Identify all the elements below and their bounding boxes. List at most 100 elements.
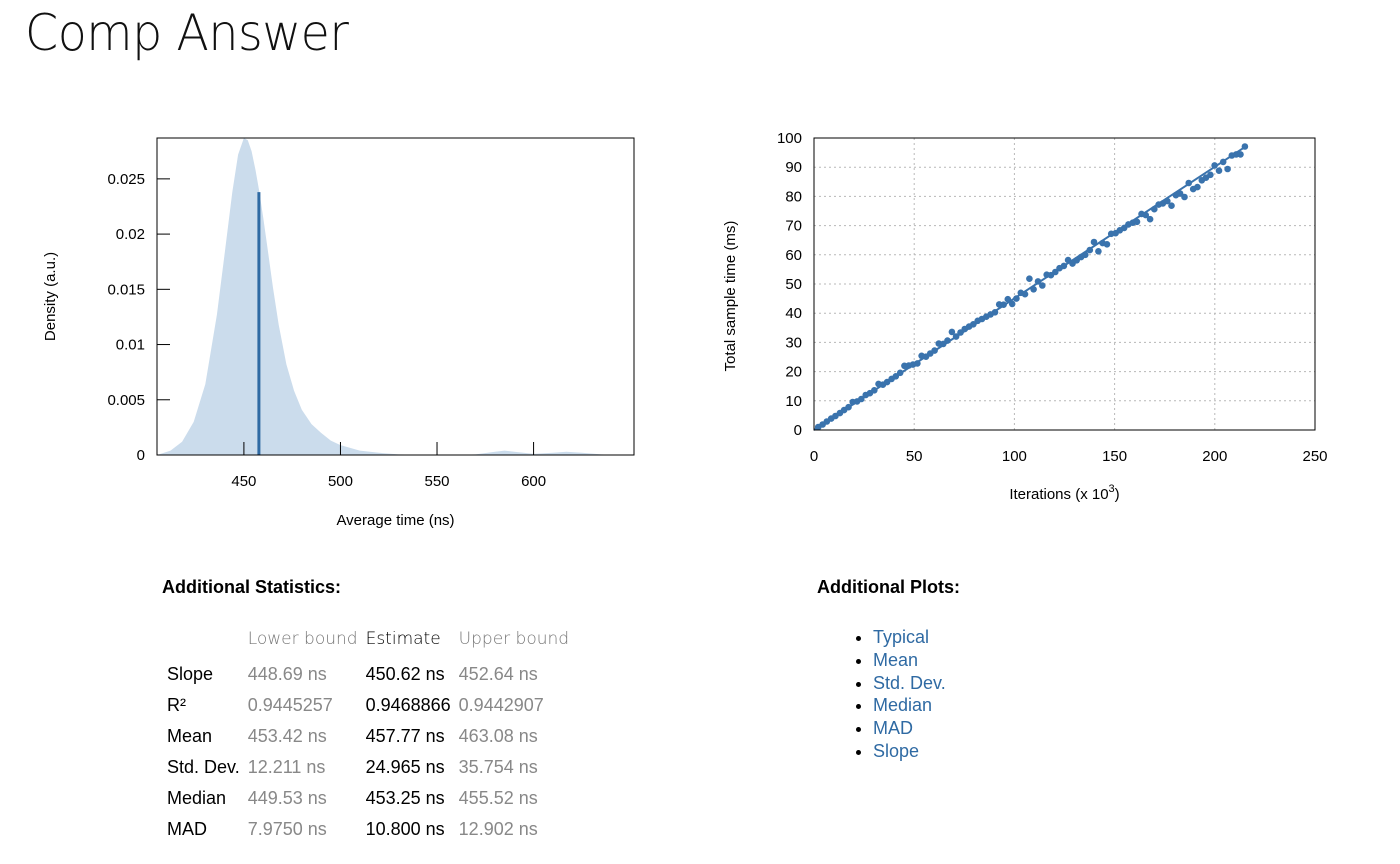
data-point (1146, 215, 1154, 223)
data-point (1090, 238, 1098, 246)
data-point (1207, 171, 1214, 179)
statistics-table: Lower bound Estimate Upper bound Slope 44… (162, 627, 577, 845)
y-axis-label: Total sample time (ms) (722, 221, 739, 372)
statistic-name: Median (167, 788, 227, 808)
data-point (1082, 251, 1089, 259)
data-point (892, 373, 900, 380)
upper-bound-value: 12.902 ns (458, 819, 538, 839)
additional-statistics-heading: Additional Statistics: (162, 577, 342, 597)
y-tick-label: 60 (785, 247, 802, 264)
list-item: MAD (873, 717, 946, 740)
lower-bound-value: 448.69 ns (247, 664, 327, 684)
pdf-density-chart: 0 0.005 0.01 0.015 0.02 0.025 450 500 550 600 Aver… (42, 137, 635, 529)
data-point (1064, 256, 1072, 264)
lower-bound-value: 0.9445257 (247, 695, 333, 715)
y-tick-label: 20 (785, 364, 802, 381)
plot-frame (156, 137, 635, 456)
data-point (1095, 248, 1102, 255)
y-tick-label: 0.015 (107, 281, 145, 298)
x-tick-label: 0 (810, 448, 818, 465)
data-point (1004, 295, 1012, 303)
table-row: MAD 7.9750 ns 10.800 ns 12.902 ns (162, 814, 577, 845)
estimate-value: 24.965 ns (365, 757, 445, 777)
regression-line (813, 146, 1246, 431)
data-point (1086, 246, 1094, 254)
y-tick-label: 0.005 (107, 392, 145, 409)
data-point (1237, 151, 1244, 158)
y-tick-label: 50 (785, 276, 802, 293)
data-point (1000, 301, 1007, 308)
y-tick-label: 0 (137, 447, 145, 464)
data-point (845, 403, 852, 411)
list-item: Typical (873, 626, 946, 649)
plot-link-slope[interactable]: Slope (873, 740, 920, 761)
x-tick-label: 150 (1102, 448, 1127, 465)
list-item: Mean (873, 649, 946, 672)
x-axis-label: Average time (ns) (336, 512, 454, 529)
table-row: R² 0.9445257 0.9468866 0.9442907 (162, 690, 577, 721)
data-point (1151, 205, 1158, 213)
x-axis-label: Iterations (x 103) (1009, 483, 1119, 503)
data-point (858, 395, 865, 403)
additional-plots-list: TypicalMeanStd. Dev.MedianMADSlope (855, 626, 946, 763)
additional-plots-heading: Additional Plots: (817, 577, 960, 597)
plot-link-std-dev[interactable]: Std. Dev. (873, 672, 946, 693)
x-tick-label: 200 (1202, 448, 1227, 465)
data-point (952, 333, 960, 340)
list-item: Std. Dev. (873, 672, 946, 695)
plot-link-mean[interactable]: Mean (873, 649, 919, 670)
data-point (1168, 202, 1175, 209)
x-tick-label: 50 (906, 448, 923, 465)
x-tick-label: 100 (1002, 448, 1027, 465)
x-tick-label: 250 (1302, 448, 1327, 465)
upper-bound-value: 35.754 ns (458, 757, 538, 777)
data-point (1185, 179, 1192, 187)
data-point (1224, 165, 1231, 173)
regression-scatter-chart: 0 10 20 30 40 50 60 70 80 90 100 0 50 100 150 200 250 Ite… (722, 130, 1328, 503)
statistic-name: MAD (167, 819, 207, 839)
data-point (970, 321, 977, 328)
list-item: Slope (873, 740, 946, 763)
data-point (1241, 143, 1249, 150)
data-point (914, 360, 921, 367)
data-point (1133, 218, 1141, 226)
data-point (896, 369, 904, 377)
data-point (1215, 167, 1223, 174)
table-row: Median 449.53 ns 453.25 ns 455.52 ns (162, 783, 577, 814)
y-tick-label: 10 (785, 393, 802, 410)
data-point (1013, 295, 1020, 302)
data-point (1142, 211, 1149, 219)
estimate-value: 0.9468866 (365, 695, 451, 715)
data-point (991, 309, 999, 316)
data-point (1026, 275, 1033, 282)
x-tick-label: 550 (425, 473, 450, 490)
data-point (1176, 190, 1184, 197)
x-tick-label: 600 (521, 473, 546, 490)
lower-bound-value: 7.9750 ns (247, 819, 327, 839)
statistic-name: Std. Dev. (167, 757, 240, 777)
table-row: Slope 448.69 ns 450.62 ns 452.64 ns (162, 659, 577, 690)
plot-link-mad[interactable]: MAD (873, 718, 913, 739)
data-point (1164, 197, 1171, 205)
density-area (157, 138, 615, 455)
data-point (1211, 162, 1218, 169)
y-tick-label: 0 (794, 422, 802, 439)
plot-link-median[interactable]: Median (873, 695, 933, 716)
plot-link-typical[interactable]: Typical (873, 627, 930, 647)
table-row: Std. Dev. 12.211 ns 24.965 ns 35.754 ns (162, 752, 577, 783)
column-header-upper-bound: Upper bound (458, 629, 570, 649)
data-point (1034, 278, 1042, 285)
y-tick-label: 100 (777, 130, 802, 147)
data-point (1181, 193, 1188, 201)
upper-bound-value: 0.9442907 (458, 695, 544, 715)
data-point (1008, 300, 1016, 308)
plot-frame (813, 137, 1316, 431)
data-point (1219, 158, 1227, 166)
list-item: Median (873, 694, 946, 717)
data-point (1103, 241, 1111, 248)
data-point (1030, 286, 1037, 293)
lower-bound-value: 453.42 ns (247, 726, 327, 746)
lower-bound-value: 449.53 ns (247, 788, 327, 808)
data-point (1052, 268, 1059, 276)
data-point (1194, 183, 1201, 191)
